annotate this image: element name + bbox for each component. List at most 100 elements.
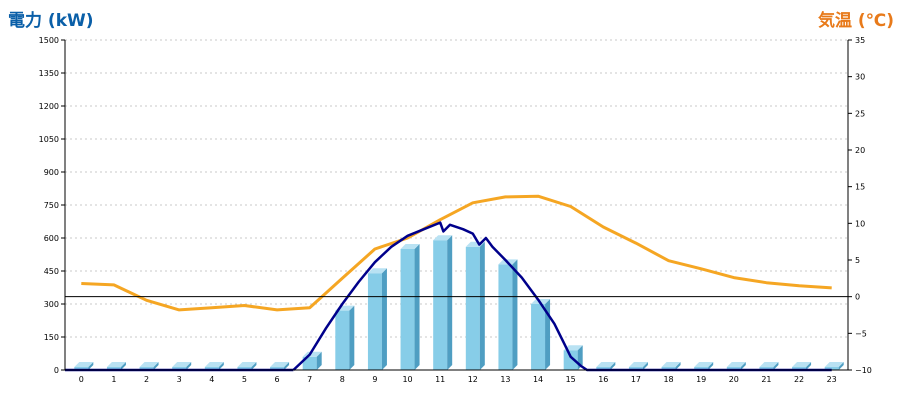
- bar: [139, 367, 154, 370]
- right-tick-label: 10: [855, 219, 865, 228]
- bar-top: [661, 362, 681, 367]
- bar-side: [610, 362, 616, 370]
- bar: [759, 367, 774, 370]
- bar-side: [414, 244, 420, 370]
- bar: [74, 367, 89, 370]
- left-tick-label: 1500: [39, 36, 59, 45]
- bar-top: [400, 244, 420, 249]
- left-tick-label: 150: [44, 333, 59, 342]
- left-tick-label: 1200: [39, 102, 59, 111]
- bar-top: [270, 362, 290, 367]
- bar-top: [106, 362, 126, 367]
- x-tick-label: 9: [372, 375, 377, 384]
- bar-side: [120, 362, 126, 370]
- bar-side: [512, 259, 518, 370]
- bar-side: [838, 362, 844, 370]
- bar-side: [806, 362, 812, 370]
- left-tick-label: 750: [44, 201, 59, 210]
- bar-side: [675, 362, 681, 370]
- bar-side: [447, 235, 453, 370]
- axis-layer: 01503004506007509001050120013501500−10−5…: [39, 36, 872, 384]
- x-tick-label: 0: [79, 375, 84, 384]
- bar-top: [759, 362, 779, 367]
- bar: [661, 367, 676, 370]
- bar-side: [251, 362, 257, 370]
- left-tick-label: 450: [44, 267, 59, 276]
- x-tick-label: 17: [631, 375, 641, 384]
- bar: [792, 367, 807, 370]
- x-tick-label: 7: [307, 375, 312, 384]
- bar-top: [726, 362, 746, 367]
- right-tick-label: 5: [855, 256, 860, 265]
- right-tick-label: 25: [855, 109, 865, 118]
- bar: [596, 367, 611, 370]
- x-tick-label: 2: [144, 375, 149, 384]
- grid-layer: [65, 39, 848, 338]
- bar: [400, 249, 415, 370]
- bar: [531, 304, 546, 370]
- x-tick-label: 16: [598, 375, 608, 384]
- bar: [498, 264, 513, 370]
- x-tick-label: 14: [533, 375, 543, 384]
- x-tick-label: 1: [111, 375, 116, 384]
- left-tick-label: 1050: [39, 135, 59, 144]
- bar: [628, 367, 643, 370]
- bar-side: [284, 362, 290, 370]
- x-tick-label: 11: [435, 375, 445, 384]
- x-tick-label: 23: [827, 375, 837, 384]
- x-tick-label: 4: [209, 375, 214, 384]
- x-tick-label: 6: [275, 375, 280, 384]
- right-tick-label: −5: [855, 329, 867, 338]
- x-tick-label: 10: [402, 375, 412, 384]
- x-tick-label: 5: [242, 375, 247, 384]
- bar: [270, 367, 285, 370]
- bar: [726, 367, 741, 370]
- bar: [367, 273, 382, 370]
- x-tick-label: 13: [500, 375, 510, 384]
- x-tick-label: 15: [566, 375, 576, 384]
- bar: [172, 367, 187, 370]
- bar-side: [186, 362, 192, 370]
- bar-top: [792, 362, 812, 367]
- left-tick-label: 0: [54, 366, 59, 375]
- x-tick-label: 20: [729, 375, 739, 384]
- right-tick-label: 15: [855, 183, 865, 192]
- temperature-line: [81, 194, 832, 312]
- bar-top: [433, 235, 453, 241]
- left-tick-label: 900: [44, 168, 59, 177]
- bar-top: [204, 362, 224, 367]
- bar-layer: [74, 235, 844, 370]
- bar: [433, 240, 448, 370]
- bar: [106, 367, 121, 370]
- x-tick-label: 18: [663, 375, 673, 384]
- right-tick-label: 30: [855, 73, 865, 82]
- right-tick-label: 35: [855, 36, 865, 45]
- bar: [465, 246, 480, 370]
- left-tick-label: 300: [44, 300, 59, 309]
- bar-top: [824, 362, 844, 367]
- bar-side: [316, 351, 322, 370]
- bar-top: [694, 362, 714, 367]
- right-axis-title: 気温 (℃): [817, 11, 894, 31]
- bar-side: [479, 241, 485, 370]
- bar-side: [381, 268, 387, 370]
- left-axis-title: 電力 (kW): [8, 11, 94, 31]
- bar: [302, 356, 317, 370]
- bar-side: [88, 362, 94, 370]
- bar-top: [596, 362, 616, 367]
- bar-top: [172, 362, 192, 367]
- bar-side: [708, 362, 714, 370]
- left-tick-label: 600: [44, 234, 59, 243]
- x-tick-label: 12: [468, 375, 478, 384]
- x-tick-label: 22: [794, 375, 804, 384]
- bar-side: [153, 362, 159, 370]
- bar-side: [642, 362, 648, 370]
- bar-top: [367, 268, 387, 274]
- bar: [563, 350, 578, 370]
- x-tick-label: 19: [696, 375, 706, 384]
- bar: [824, 367, 839, 370]
- right-tick-label: −10: [855, 366, 872, 375]
- bar-side: [740, 362, 746, 370]
- bar: [335, 310, 350, 370]
